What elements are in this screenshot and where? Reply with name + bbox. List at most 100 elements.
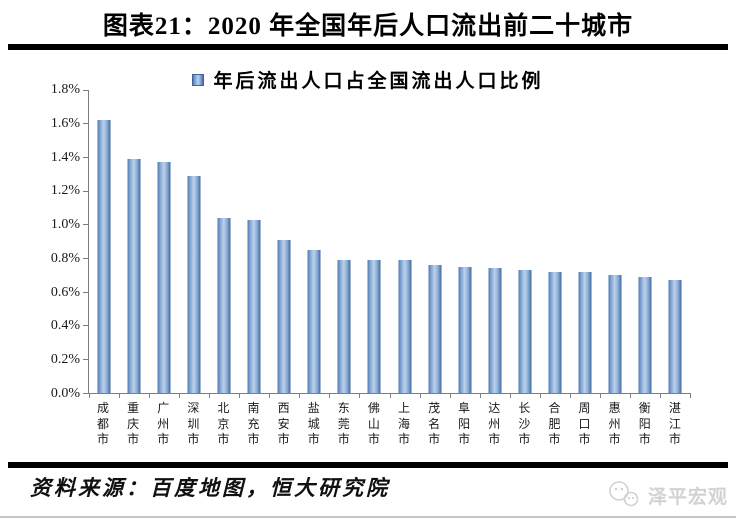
source-note: 资料来源：百度地图，恒大研究院 xyxy=(30,476,390,500)
x-axis-labels: 成都市 重庆市 广州市 深圳市 北京市 南充市 西安市 盐城市 东莞市 佛山市 上海市 茂名市 阜阳市 达… xyxy=(88,401,690,448)
x-axis-category-cell: 西安市 xyxy=(269,401,299,448)
x-axis-category-label: 北京市 xyxy=(217,401,230,447)
bar xyxy=(247,219,261,393)
x-axis-category-label: 重庆市 xyxy=(127,401,140,447)
watermark: 泽平宏观 xyxy=(607,480,728,510)
x-axis-category-cell: 合肥市 xyxy=(539,401,569,448)
y-axis-tick-label: 0.4% xyxy=(50,318,80,334)
x-axis-category-label: 湛江市 xyxy=(668,401,681,447)
page-title: 图表21：2020 年全国年后人口流出前二十城市 xyxy=(102,13,634,40)
x-axis-category-label: 成都市 xyxy=(97,401,110,447)
y-axis-tick xyxy=(83,358,89,360)
y-axis-tick-label: 0.6% xyxy=(50,284,80,300)
bar xyxy=(398,260,412,393)
x-axis-category-label: 周口市 xyxy=(578,401,591,447)
y-axis-tick-label: 0.2% xyxy=(50,352,80,368)
y-axis-tick-label: 1.2% xyxy=(50,183,80,199)
x-axis-tick xyxy=(539,393,541,398)
x-axis-category-cell: 成都市 xyxy=(88,401,118,448)
y-axis-tick xyxy=(83,156,89,158)
divider-bottom xyxy=(8,462,728,468)
bar-chart-plot-area xyxy=(83,89,691,398)
x-axis-category-cell: 重庆市 xyxy=(118,401,148,448)
x-axis-tick xyxy=(419,393,421,398)
x-axis-category-cell: 北京市 xyxy=(208,401,238,448)
x-axis-category-cell: 长沙市 xyxy=(509,401,539,448)
x-axis-tick xyxy=(149,393,151,398)
bottom-border-line xyxy=(0,516,736,518)
bar xyxy=(157,162,171,393)
x-axis-category-label: 上海市 xyxy=(397,401,410,447)
bar xyxy=(367,260,381,393)
y-axis-tick xyxy=(83,89,89,91)
x-axis-tick xyxy=(569,393,571,398)
x-axis-category-cell: 达州市 xyxy=(479,401,509,448)
x-axis-category-cell: 茂名市 xyxy=(419,401,449,448)
x-axis-category-cell: 东莞市 xyxy=(329,401,359,448)
bar xyxy=(608,275,622,393)
y-axis-tick-label: 0.0% xyxy=(50,386,80,401)
legend-swatch xyxy=(192,73,205,86)
x-axis-category-cell: 衡阳市 xyxy=(630,401,660,448)
x-axis-tick xyxy=(209,393,211,398)
bar xyxy=(277,239,291,393)
wechat-logo-icon xyxy=(609,481,639,507)
bar xyxy=(97,120,111,393)
x-axis-category-label: 南充市 xyxy=(247,401,260,447)
x-axis-category-label: 长沙市 xyxy=(518,401,531,447)
x-axis-tick xyxy=(119,393,121,398)
y-axis-tick xyxy=(83,123,89,125)
y-axis-tick xyxy=(83,392,89,394)
bar xyxy=(638,276,652,393)
x-axis-category-label: 佛山市 xyxy=(367,401,380,447)
x-axis-category-cell: 广州市 xyxy=(148,401,178,448)
y-axis-tick xyxy=(83,291,89,293)
x-axis-category-cell: 周口市 xyxy=(570,401,600,448)
bar xyxy=(428,265,442,393)
x-axis-category-label: 西安市 xyxy=(277,401,290,447)
bar xyxy=(458,266,472,393)
y-axis-tick-label: 0.8% xyxy=(50,250,80,266)
x-axis-tick xyxy=(329,393,331,398)
x-axis-tick xyxy=(89,393,90,398)
y-axis-labels: 0.0% 0.2% 0.4% 0.6% 0.8% 1.0% 1.2% 1.4% 1.6% 1.8% xyxy=(0,82,80,401)
x-axis-tick xyxy=(239,393,241,398)
x-axis-category-label: 深圳市 xyxy=(187,401,200,447)
chart-legend: 年后流出人口占全国流出人口比例 xyxy=(0,66,736,93)
x-axis-tick xyxy=(449,393,451,398)
y-axis-tick-label: 1.4% xyxy=(50,149,80,165)
x-axis-category-label: 盐城市 xyxy=(307,401,320,447)
x-axis-category-cell: 湛江市 xyxy=(660,401,690,448)
y-axis-tick-label: 1.0% xyxy=(50,217,80,233)
x-axis-category-label: 东莞市 xyxy=(337,401,350,447)
y-axis-tick-label: 1.8% xyxy=(50,82,80,97)
x-axis-category-label: 达州市 xyxy=(488,401,501,447)
x-axis-tick xyxy=(179,393,181,398)
x-axis-tick xyxy=(599,393,601,398)
bar xyxy=(488,268,502,393)
x-axis-tick xyxy=(359,393,361,398)
legend-label: 年后流出人口占全国流出人口比例 xyxy=(213,71,544,92)
watermark-label: 泽平宏观 xyxy=(647,486,728,508)
x-axis-category-label: 衡阳市 xyxy=(638,401,651,447)
x-axis-tick xyxy=(269,393,271,398)
x-axis-category-label: 阜阳市 xyxy=(458,401,471,447)
x-axis-category-cell: 阜阳市 xyxy=(449,401,479,448)
x-axis-category-label: 茂名市 xyxy=(428,401,441,447)
x-axis-category-cell: 深圳市 xyxy=(178,401,208,448)
x-axis-tick xyxy=(629,393,631,398)
bar xyxy=(337,260,351,393)
bar xyxy=(127,159,141,393)
x-axis-tick xyxy=(479,393,481,398)
x-axis-category-label: 广州市 xyxy=(157,401,170,447)
x-axis-category-cell: 盐城市 xyxy=(299,401,329,448)
bar xyxy=(307,249,321,393)
x-axis-category-cell: 惠州市 xyxy=(600,401,630,448)
bar xyxy=(187,175,201,393)
x-axis-category-label: 合肥市 xyxy=(548,401,561,447)
x-axis-category-label: 惠州市 xyxy=(608,401,621,447)
y-axis-tick xyxy=(83,257,89,259)
y-axis-tick xyxy=(83,224,89,226)
x-axis-category-cell: 佛山市 xyxy=(359,401,389,448)
